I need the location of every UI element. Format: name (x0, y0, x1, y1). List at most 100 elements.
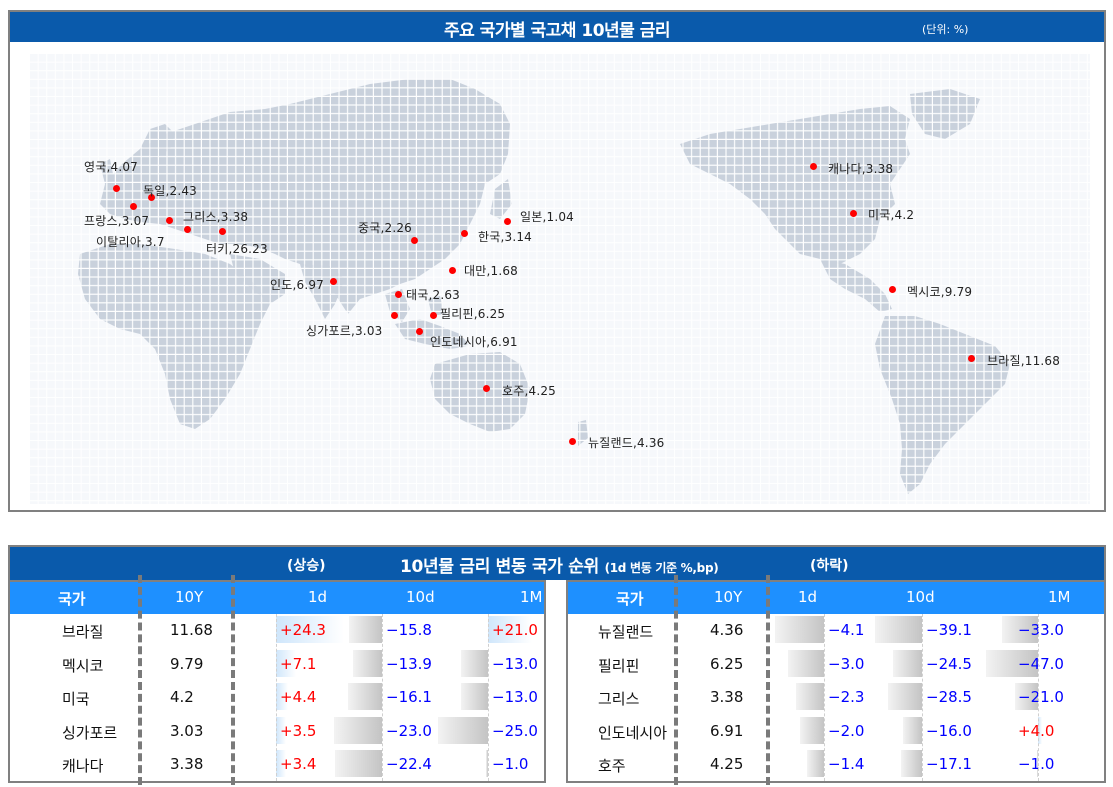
cell-y10: 3.03 (170, 721, 204, 740)
data-bar (788, 649, 824, 677)
cell-country: 그리스 (598, 690, 640, 708)
cell-country: 미국 (62, 690, 90, 708)
data-bar (800, 716, 824, 744)
cell-m1: −33.0 (1018, 621, 1064, 639)
map-marker-label: 필리핀,6.25 (440, 307, 506, 321)
map-marker-label: 영국,4.07 (84, 160, 139, 174)
map-marker-label: 그리스,3.38 (183, 210, 249, 224)
cell-d10: −16.0 (926, 721, 972, 740)
data-bar (875, 616, 922, 643)
col-1m: 1M (520, 588, 543, 606)
map-marker-dot (148, 194, 155, 201)
cell-m1: −1.0 (492, 755, 529, 773)
map-marker-label: 한국,3.14 (478, 230, 533, 244)
map-marker-label: 미국,4.2 (868, 208, 915, 222)
map-panel: 주요 국가별 국고채 10년물 금리 (단위: %) (8, 10, 1106, 512)
col-10d: 10d (406, 588, 435, 606)
table-row: 캐나다 3.38 +3.4 −22.4 −1.0 (10, 748, 544, 781)
map-title: 주요 국가별 국고채 10년물 금리 (443, 21, 671, 41)
table-row: 미국 4.2 +4.4 −16.1 −13.0 (10, 681, 544, 714)
cell-d1: −3.0 (828, 654, 865, 673)
rising-label: (상승) (287, 558, 326, 574)
cell-d10: −24.5 (926, 654, 972, 673)
data-bar (438, 716, 488, 744)
map-header: 주요 국가별 국고채 10년물 금리 (단위: %) (10, 12, 1104, 42)
map-marker-dot (411, 237, 418, 244)
cell-d1: −4.1 (828, 621, 865, 639)
table-row: 뉴질랜드 4.36 −4.1 −39.1 −33.0 (568, 614, 1104, 647)
highlight-10y-column (138, 575, 235, 785)
table-title-sub: (1d 변동 기준 %,bp) (604, 561, 719, 575)
highlight-10y-column (674, 575, 770, 785)
cell-y10: 6.25 (710, 654, 744, 673)
map-marker-label: 인도네시아,6.91 (430, 335, 518, 349)
data-bar (488, 616, 533, 643)
data-bar (460, 649, 488, 677)
map-marker-dot (395, 291, 402, 298)
cell-d1: +7.1 (280, 654, 317, 673)
cell-m1: −1.0 (1018, 755, 1055, 773)
falling-table: 국가 10Y 1d 10d 1M 뉴질랜드 4.36 −4.1 −39.1 −33.0 필… (566, 575, 1106, 785)
map-marker-label: 독일,2.43 (143, 184, 198, 198)
falling-label: (하락) (810, 558, 849, 574)
continents (78, 79, 1010, 494)
data-bar (333, 716, 382, 744)
cell-y10: 3.38 (170, 755, 204, 773)
data-bar (276, 616, 345, 643)
cell-d1: +3.5 (280, 721, 317, 740)
data-bar (276, 716, 286, 744)
map-marker-label: 호주,4.25 (502, 384, 557, 398)
cell-d10: −13.9 (386, 654, 432, 673)
data-bar (1014, 683, 1038, 710)
table-row: 호주 4.25 −1.4 −17.1 −1.0 (568, 748, 1104, 781)
cell-d10: −17.1 (926, 755, 972, 773)
data-bar (348, 683, 382, 710)
cell-country: 멕시코 (62, 656, 104, 675)
col-country: 국가 (616, 590, 644, 608)
cell-country: 싱가포르 (62, 723, 118, 742)
data-bar (276, 649, 296, 677)
col-10d: 10d (906, 588, 935, 606)
column-header-row: 국가 10Y 1d 10d 1M (10, 582, 544, 614)
map-marker-label: 터키,26.23 (206, 242, 268, 256)
cell-d1: −2.3 (828, 688, 865, 706)
map-marker-dot (166, 217, 173, 224)
cell-country: 브라질 (62, 623, 104, 641)
map-marker-dot (330, 278, 337, 285)
col-country: 국가 (58, 590, 86, 608)
data-bar (892, 649, 922, 677)
cell-y10: 11.68 (170, 621, 213, 639)
col-10y: 10Y (175, 588, 204, 606)
col-1d: 1d (308, 588, 328, 606)
map-marker-label: 멕시코,9.79 (907, 285, 973, 299)
cell-m1: −25.0 (492, 721, 538, 740)
data-bar (1001, 616, 1038, 643)
cell-m1: +4.0 (1018, 721, 1055, 740)
map-marker-label: 인도,6.97 (270, 278, 325, 292)
data-bar (887, 683, 922, 710)
world-map: 영국,4.07 독일,2.43 프랑스,3.07 그리스,3.38 이탈리아,3.7 터키… (30, 54, 1090, 504)
data-bar (774, 616, 824, 643)
cell-d1: +24.3 (280, 621, 326, 639)
map-marker-dot (889, 286, 896, 293)
table-header-bar: (상승) 10년물 금리 변동 국가 순위 (1d 변동 기준 %,bp) (하… (8, 545, 1106, 580)
cell-d1: −2.0 (828, 721, 865, 740)
cell-y10: 4.25 (710, 755, 744, 773)
cell-y10: 4.36 (710, 621, 744, 639)
data-bar (276, 750, 286, 777)
world-map-grid (30, 54, 1090, 504)
cell-d10: −15.8 (386, 621, 432, 639)
cell-m1: +21.0 (492, 621, 538, 639)
bar-axis-line (276, 614, 277, 781)
rising-table: 국가 10Y 1d 10d 1M 브라질 11.68 +24.3 −15.8 +21.0… (8, 575, 546, 785)
data-bar (276, 683, 289, 710)
map-marker-label: 이탈리아,3.7 (96, 235, 165, 249)
cell-m1: −21.0 (1018, 688, 1064, 706)
data-bar (352, 649, 382, 677)
map-marker-dot (130, 203, 137, 210)
data-bar (902, 716, 922, 744)
cell-m1: −13.0 (492, 688, 538, 706)
data-bar (1036, 750, 1038, 777)
map-marker-label: 뉴질랜드,4.36 (588, 436, 665, 450)
bar-axis-line (382, 614, 383, 781)
